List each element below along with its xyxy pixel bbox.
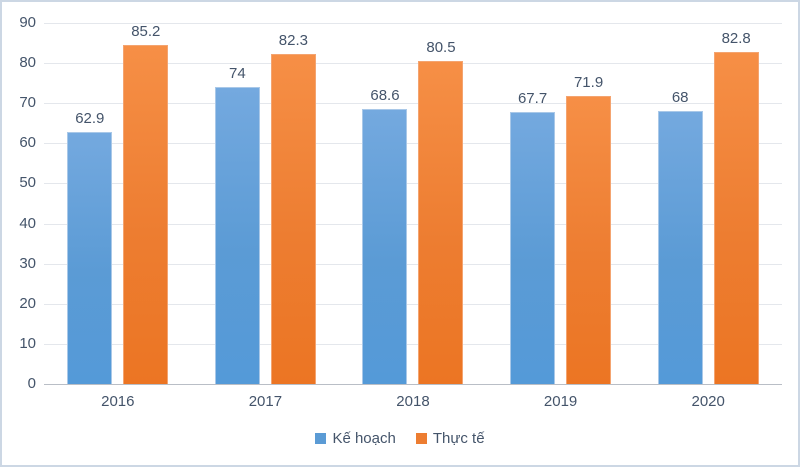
legend-label: Thực tế — [432, 430, 485, 447]
bar-column: 80.5 — [418, 23, 464, 384]
bar-2020-series-1 — [713, 51, 759, 384]
bar-group-2018: 68.6 80.5 — [339, 23, 487, 384]
x-tick-label-2016: 2016 — [101, 393, 135, 410]
x-tick-label-2020: 2020 — [691, 393, 725, 410]
bar-2020-series-0 — [657, 111, 703, 384]
legend-item: Thực tế — [415, 430, 485, 447]
bar-2016-series-1 — [123, 45, 169, 384]
bar-column: 67.7 — [510, 23, 556, 384]
y-tick-label-40: 40 — [19, 214, 36, 232]
gridline-10 — [44, 343, 782, 345]
data-label: 71.9 — [573, 73, 604, 91]
data-label: 80.5 — [426, 39, 456, 57]
bar-column: 85.2 — [123, 23, 169, 384]
gridline-30 — [44, 263, 782, 265]
y-tick-label-60: 60 — [19, 134, 36, 152]
legend-label: Kế hoạch — [332, 430, 396, 447]
legend: Kế hoạch Thực tế — [2, 430, 798, 447]
data-label: 68.6 — [370, 86, 400, 104]
bar-group-2020: 68 82.8 — [634, 23, 782, 384]
gridline-80 — [44, 63, 782, 65]
bar-2018-series-0 — [362, 108, 408, 384]
gridline-40 — [44, 223, 782, 225]
x-tick-label-2017: 2017 — [248, 393, 283, 410]
bar-column: 82.8 — [713, 23, 759, 384]
data-label: 85.2 — [131, 23, 161, 40]
y-tick-label-80: 80 — [19, 54, 36, 72]
bar-column: 62.9 — [67, 23, 113, 384]
bar-column: 68 — [657, 23, 703, 384]
x-tick-label-2018: 2018 — [396, 393, 430, 410]
bar-group-2016: 62.9 85.2 — [44, 23, 192, 384]
bar-2017-series-1 — [270, 53, 316, 384]
bar-groups: 62.9 85.2 74 82.3 68.6 80.5 67.7 71.9 68 82.8 — [44, 23, 782, 384]
data-label: 82.3 — [278, 31, 308, 49]
bar-2016-series-0 — [67, 131, 113, 384]
bar-2017-series-0 — [214, 87, 260, 384]
y-tick-label-20: 20 — [19, 294, 36, 312]
bar-column: 68.6 — [362, 23, 408, 384]
legend-item: Kế hoạch — [315, 430, 396, 447]
gridline-70 — [44, 103, 782, 105]
bar-2019-series-0 — [510, 112, 556, 384]
legend-swatch-icon — [415, 433, 427, 444]
y-tick-label-90: 90 — [19, 14, 36, 31]
bar-2018-series-1 — [418, 61, 464, 384]
x-tick-label-2019: 2019 — [543, 393, 578, 410]
bar-group-2017: 74 82.3 — [192, 23, 340, 384]
data-label: 62.9 — [75, 109, 105, 127]
bar-column: 82.3 — [270, 23, 316, 384]
bar-2019-series-1 — [566, 95, 612, 384]
plot-area: 62.9 85.2 74 82.3 68.6 80.5 67.7 71.9 68 82.8 — [44, 23, 782, 385]
y-tick-label-50: 50 — [19, 174, 36, 192]
gridline-50 — [44, 183, 782, 185]
gridline-20 — [44, 303, 782, 305]
gridline-90 — [44, 23, 782, 24]
bar-group-2019: 67.7 71.9 — [487, 23, 635, 384]
y-tick-label-0: 0 — [27, 375, 36, 392]
x-axis: 2016 2017 2018 2019 2020 — [44, 384, 782, 410]
y-tick-label-30: 30 — [19, 254, 36, 272]
y-tick-label-70: 70 — [19, 94, 36, 112]
data-label: 82.8 — [721, 29, 751, 47]
gridline-60 — [44, 143, 782, 145]
bar-column: 71.9 — [566, 23, 612, 384]
y-tick-label-10: 10 — [19, 334, 36, 352]
data-label: 67.7 — [517, 90, 548, 108]
data-label: 74 — [229, 65, 246, 83]
legend-swatch-icon — [315, 433, 327, 444]
bar-column: 74 — [214, 23, 260, 384]
data-label: 68 — [671, 89, 689, 107]
